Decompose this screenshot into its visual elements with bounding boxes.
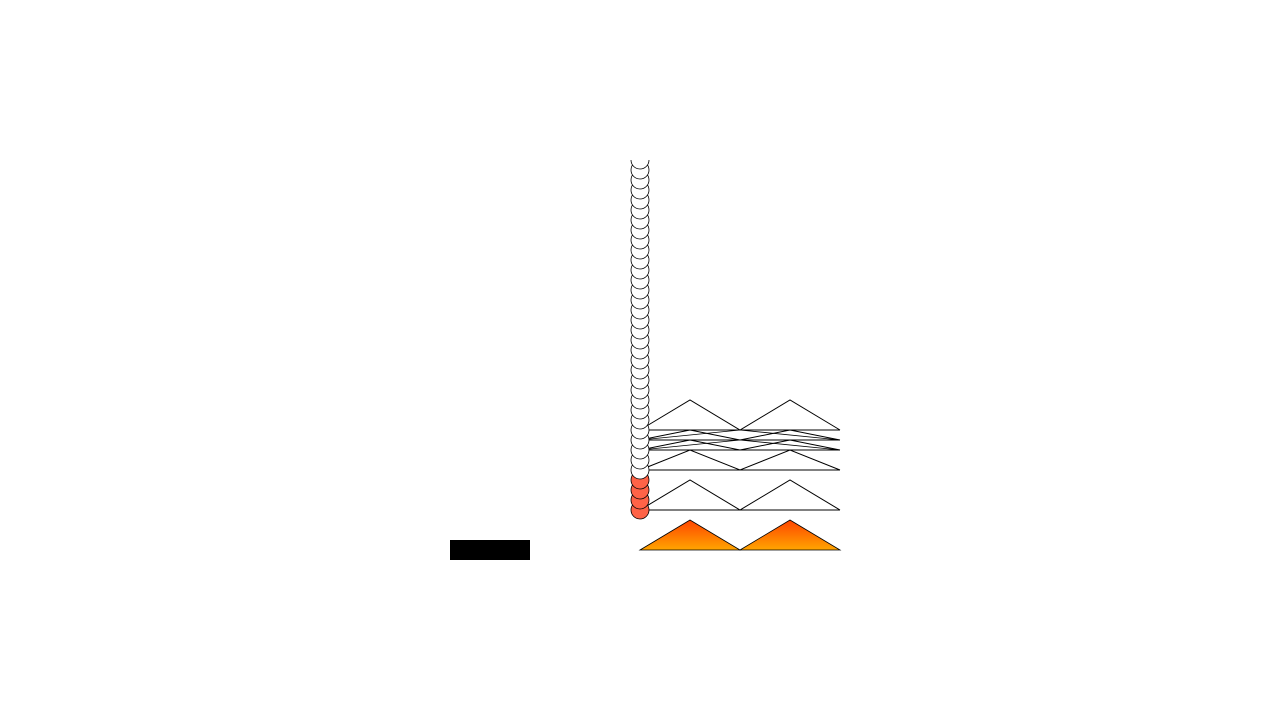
outline-peak-edge <box>639 429 741 441</box>
bead-column <box>630 160 650 520</box>
flame-peak <box>638 519 742 551</box>
black-block <box>450 540 530 560</box>
white-bead <box>630 160 650 170</box>
flame-peak <box>738 519 842 551</box>
outline-peak-edge <box>639 439 741 451</box>
outline-peaks-group <box>639 399 841 511</box>
outline-peak-edge <box>739 439 841 451</box>
flame-peaks-group <box>638 519 842 551</box>
outline-peak-edge <box>739 429 841 441</box>
